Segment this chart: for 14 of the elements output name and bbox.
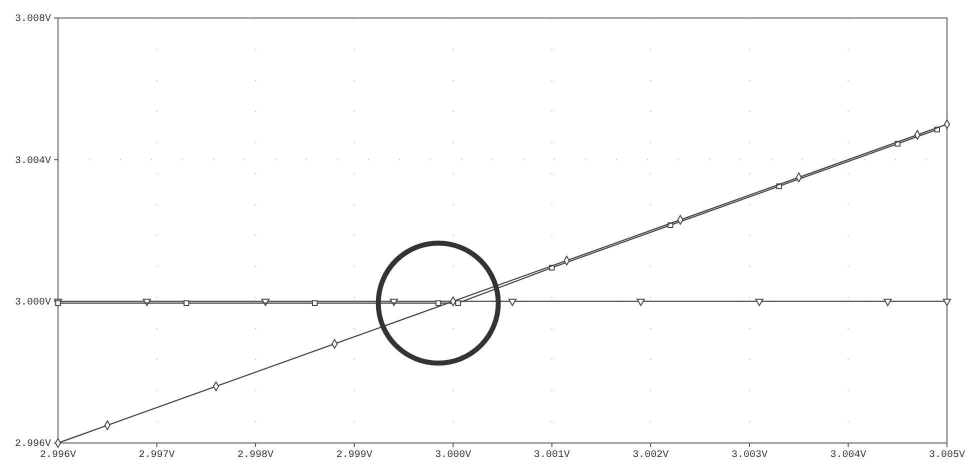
x-tick-label: 3.000V <box>435 450 472 462</box>
x-tick-label: 3.001V <box>534 450 570 462</box>
y-tick-label: 3.004V <box>14 156 51 167</box>
y-tick-label: 3.008V <box>14 14 51 26</box>
y-tick-label: 2.996V <box>14 439 51 450</box>
x-tick-label: 2.998V <box>238 450 274 462</box>
x-tick-label: 2.999V <box>336 450 372 462</box>
x-tick-label: 2.996V <box>40 450 76 462</box>
x-tick-label: 3.003V <box>731 450 768 462</box>
y-tick-label: 3.000V <box>14 298 51 309</box>
x-tick-label: 3.005V <box>928 450 966 462</box>
x-tick-label: 3.002V <box>632 450 669 462</box>
x-tick-label: 2.997V <box>138 450 175 462</box>
x-tick-label: 3.004V <box>830 450 866 462</box>
